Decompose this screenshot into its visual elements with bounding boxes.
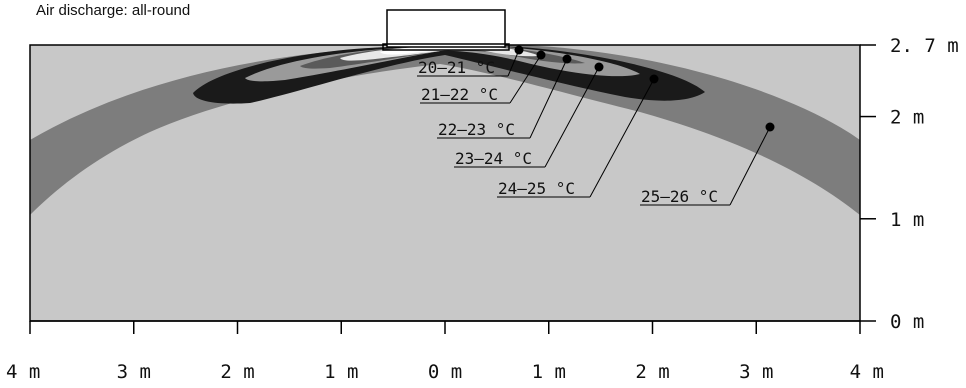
label-20-21: 20–21 °C: [418, 58, 495, 77]
x-tick-label: 4 m: [850, 361, 884, 383]
label-25-26: 25–26 °C: [641, 187, 718, 206]
y-tick-label: 1 m: [890, 209, 924, 231]
marker-20-21: [514, 45, 524, 55]
marker-25-26: [765, 122, 775, 132]
x-tick-label: 3 m: [117, 361, 151, 383]
x-tick-label: 0 m: [428, 361, 462, 383]
x-tick-label: 1 m: [324, 361, 358, 383]
y-tick-label: 2. 7 m: [890, 35, 959, 57]
x-axis: 4 m 3 m 2 m 1 m 0 m 1 m 2 m 3 m 4 m: [6, 320, 884, 383]
marker-23-24: [594, 62, 604, 72]
x-tick-label: 1 m: [532, 361, 566, 383]
x-tick-label: 2 m: [220, 361, 254, 383]
x-tick-label: 2 m: [635, 361, 669, 383]
x-tick-label: 4 m: [6, 361, 40, 383]
y-axis: 0 m 1 m 2 m 2. 7 m: [860, 35, 959, 333]
label-22-23: 22–23 °C: [438, 120, 515, 139]
air-discharge-panel: [382, 43, 510, 51]
marker-22-23: [562, 54, 572, 64]
diagram-caption: Air discharge: all-round: [36, 2, 190, 19]
label-23-24: 23–24 °C: [455, 149, 532, 168]
marker-21-22: [536, 50, 546, 60]
marker-24-25: [649, 74, 659, 84]
zone-20-21: [380, 47, 512, 55]
label-21-22: 21–22 °C: [421, 85, 498, 104]
y-tick-label: 0 m: [890, 311, 924, 333]
temperature-labels: 20–21 °C 21–22 °C 22–23 °C 23–24 °C 24–2…: [417, 45, 775, 206]
y-tick-label: 2 m: [890, 107, 924, 129]
air-conditioner-unit: [386, 9, 506, 48]
label-24-25: 24–25 °C: [498, 179, 575, 198]
x-tick-label: 3 m: [739, 361, 773, 383]
